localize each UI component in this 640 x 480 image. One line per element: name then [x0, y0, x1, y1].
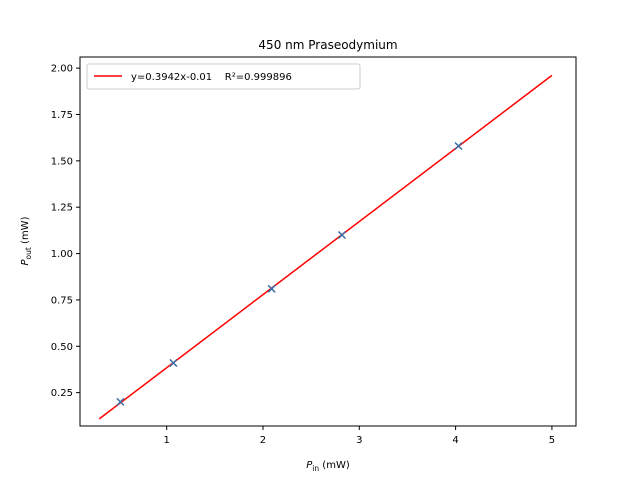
data-point	[116, 397, 125, 406]
y-axis: 0.25 0.50 0.75 1.00 1.25 1.50 1.75 2.00	[51, 64, 80, 399]
y-tick-label: 1.25	[51, 203, 73, 214]
y-tick-label: 1.00	[51, 249, 73, 260]
data-point	[337, 230, 346, 240]
data-point	[267, 284, 276, 293]
y-axis-label-unit: (mW)	[20, 216, 31, 247]
legend: y=0.3942x-0.01 R²=0.999896	[86, 63, 361, 90]
y-tick-label: 0.50	[51, 342, 73, 353]
y-axis-label-sub: out	[24, 247, 33, 259]
data-points-layer	[116, 141, 463, 406]
y-tick-label: 1.75	[51, 110, 73, 121]
data-point	[454, 141, 463, 151]
y-tick-label: 2.00	[51, 64, 73, 75]
x-axis: 1 2 3 4 5	[163, 426, 555, 446]
x-axis-label-main: P	[306, 460, 313, 471]
axes-frame	[79, 56, 577, 427]
x-axis-label: Pin (mW)	[306, 460, 350, 473]
y-tick-label: 1.50	[51, 156, 73, 167]
data-point	[169, 358, 178, 367]
y-axis-label-main: P	[20, 258, 31, 265]
chart-title: 450 nm Praseodymium	[258, 38, 397, 52]
legend-box	[86, 63, 361, 90]
y-axis-label: Pout (mW)	[20, 216, 33, 265]
x-tick-label: 3	[356, 435, 362, 446]
x-axis-label-sub: in	[312, 464, 319, 473]
y-tick-label: 0.75	[51, 295, 73, 306]
x-axis-label-unit: (mW)	[319, 460, 350, 471]
legend-label-fit-line: y=0.3942x-0.01 R²=0.999896	[131, 72, 292, 83]
x-tick-label: 1	[163, 435, 169, 446]
y-tick-label: 0.25	[51, 388, 73, 399]
x-tick-label: 2	[260, 435, 266, 446]
x-tick-label: 5	[549, 435, 555, 446]
x-tick-label: 4	[452, 435, 458, 446]
